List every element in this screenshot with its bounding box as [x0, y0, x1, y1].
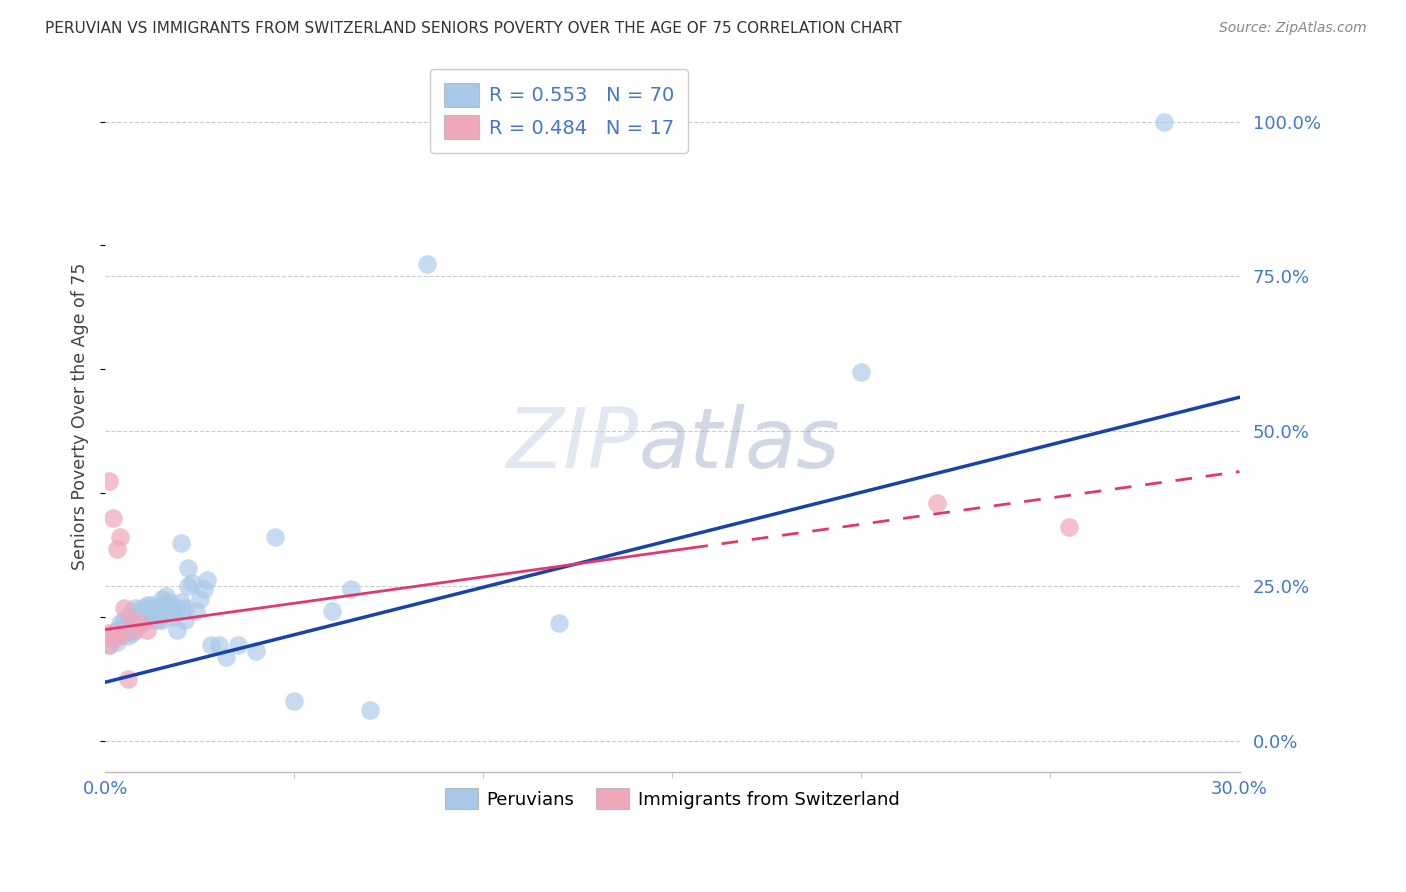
- Point: [98, 638, 121, 652]
- Point: [851, 366, 873, 380]
- Point: [162, 610, 184, 624]
- Point: [264, 530, 287, 544]
- Point: [132, 607, 155, 621]
- Point: [321, 604, 343, 618]
- Point: [98, 625, 121, 640]
- Point: [117, 672, 139, 686]
- Point: [101, 511, 124, 525]
- Point: [121, 616, 143, 631]
- Point: [195, 573, 218, 587]
- Point: [166, 600, 188, 615]
- Point: [112, 619, 135, 633]
- Point: [132, 600, 155, 615]
- Point: [226, 638, 249, 652]
- Point: [150, 613, 173, 627]
- Point: [117, 623, 139, 637]
- Point: [124, 623, 146, 637]
- Point: [200, 638, 222, 652]
- Point: [173, 613, 195, 627]
- Point: [177, 560, 200, 574]
- Point: [925, 495, 948, 509]
- Point: [105, 625, 128, 640]
- Point: [132, 616, 155, 631]
- Point: [101, 629, 124, 643]
- Point: [143, 600, 166, 615]
- Point: [112, 613, 135, 627]
- Point: [110, 623, 132, 637]
- Point: [170, 536, 193, 550]
- Point: [1059, 520, 1081, 534]
- Point: [162, 600, 184, 615]
- Point: [159, 604, 181, 618]
- Point: [340, 582, 363, 597]
- Point: [110, 530, 132, 544]
- Point: [184, 604, 207, 618]
- Point: [188, 591, 211, 606]
- Text: Source: ZipAtlas.com: Source: ZipAtlas.com: [1219, 21, 1367, 35]
- Point: [139, 598, 162, 612]
- Point: [121, 604, 143, 618]
- Point: [101, 625, 124, 640]
- Point: [128, 616, 150, 631]
- Point: [105, 635, 128, 649]
- Point: [139, 610, 162, 624]
- Point: [159, 595, 181, 609]
- Point: [170, 595, 193, 609]
- Point: [128, 610, 150, 624]
- Point: [166, 623, 188, 637]
- Point: [359, 703, 381, 717]
- Point: [181, 576, 204, 591]
- Point: [112, 600, 135, 615]
- Point: [124, 610, 146, 624]
- Point: [173, 600, 195, 615]
- Point: [105, 542, 128, 557]
- Point: [124, 619, 146, 633]
- Point: [150, 591, 173, 606]
- Point: [415, 257, 437, 271]
- Point: [150, 598, 173, 612]
- Point: [135, 610, 157, 624]
- Point: [98, 638, 121, 652]
- Point: [135, 623, 157, 637]
- Point: [101, 632, 124, 646]
- Point: [117, 610, 139, 624]
- Y-axis label: Seniors Poverty Over the Age of 75: Seniors Poverty Over the Age of 75: [72, 262, 89, 569]
- Point: [155, 598, 177, 612]
- Point: [548, 616, 571, 631]
- Point: [193, 582, 215, 597]
- Point: [105, 629, 128, 643]
- Point: [177, 579, 200, 593]
- Point: [110, 625, 132, 640]
- Point: [208, 638, 231, 652]
- Point: [135, 598, 157, 612]
- Point: [215, 650, 238, 665]
- Point: [124, 600, 146, 615]
- Point: [110, 629, 132, 643]
- Point: [1153, 114, 1175, 128]
- Text: atlas: atlas: [638, 404, 839, 485]
- Point: [245, 644, 267, 658]
- Text: PERUVIAN VS IMMIGRANTS FROM SWITZERLAND SENIORS POVERTY OVER THE AGE OF 75 CORRE: PERUVIAN VS IMMIGRANTS FROM SWITZERLAND …: [45, 21, 901, 36]
- Text: ZIP: ZIP: [506, 404, 638, 485]
- Point: [110, 616, 132, 631]
- Point: [117, 629, 139, 643]
- Point: [112, 625, 135, 640]
- Legend: Peruvians, Immigrants from Switzerland: Peruvians, Immigrants from Switzerland: [437, 781, 907, 816]
- Point: [121, 625, 143, 640]
- Point: [155, 589, 177, 603]
- Point: [146, 613, 169, 627]
- Point: [146, 607, 169, 621]
- Point: [98, 474, 121, 488]
- Point: [143, 613, 166, 627]
- Point: [283, 694, 305, 708]
- Point: [121, 613, 143, 627]
- Point: [128, 619, 150, 633]
- Point: [105, 623, 128, 637]
